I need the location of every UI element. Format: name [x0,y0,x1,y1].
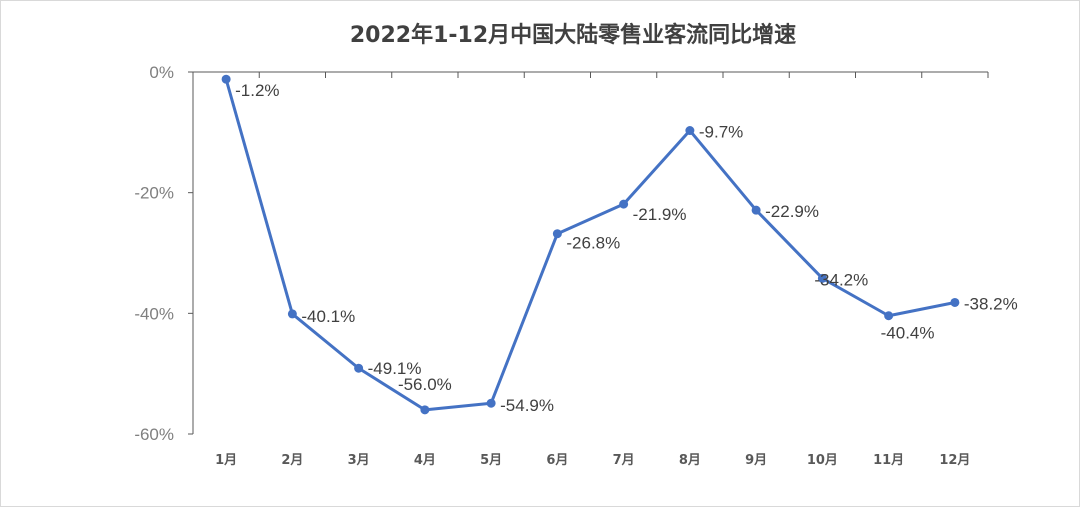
data-label: -26.8% [566,234,620,253]
data-point [552,229,562,239]
series-line-path [224,77,957,412]
x-tick-label: 10月 [807,453,838,468]
x-tick-label: 2月 [281,453,303,468]
x-tick-label: 6月 [546,453,568,468]
series-line [221,74,960,415]
axes [188,71,989,435]
data-label: -56.0% [398,375,452,394]
data-point [486,398,496,408]
data-label: -54.9% [500,396,554,415]
data-point [420,405,430,415]
chart-title: 2022年1-12月中国大陆零售业客流同比增速 [350,22,796,48]
data-point [817,273,827,283]
x-tick-label: 12月 [939,453,970,468]
x-tick-label: 1月 [215,453,237,468]
data-label: -1.2% [235,81,279,100]
data-labels: -1.2% -40.1% -49.1%-56.0% -54.9% -26.8% -21.9… [235,81,1018,415]
x-tick-label: 3月 [348,453,370,468]
data-point [354,363,364,373]
y-tick-label: -20% [134,184,174,203]
data-point [950,297,960,307]
x-tick-label: 9月 [745,453,767,468]
data-point [221,74,231,84]
data-label: -40.4% [881,324,935,343]
data-label: -22.9% [765,202,819,221]
data-label: -40.1% [301,307,355,326]
data-label: -21.9% [633,205,687,224]
data-point [751,205,761,215]
x-tick-label: 4月 [414,453,436,468]
data-point [685,126,695,136]
y-axis-tick-labels: 0% -20% -40% -60% [134,63,174,444]
data-label: -38.2% [964,294,1018,313]
y-tick-label: 0% [149,63,174,82]
y-tick-label: -40% [134,304,174,323]
data-label: -34.2% [814,270,868,289]
data-point [884,311,894,321]
x-tick-label: 8月 [679,453,701,468]
data-label: -9.7% [699,123,743,142]
x-axis-tick-labels: 1月 2月 3月 4月 5月 6月 7月 8月 9月 10月 11月 12月 [215,453,970,468]
x-tick-label: 11月 [873,453,904,468]
data-label: -49.1% [368,359,422,378]
data-point [287,309,297,319]
x-tick-label: 7月 [613,453,635,468]
y-tick-label: -60% [134,425,174,444]
x-tick-label: 5月 [480,453,502,468]
data-point [619,199,629,209]
